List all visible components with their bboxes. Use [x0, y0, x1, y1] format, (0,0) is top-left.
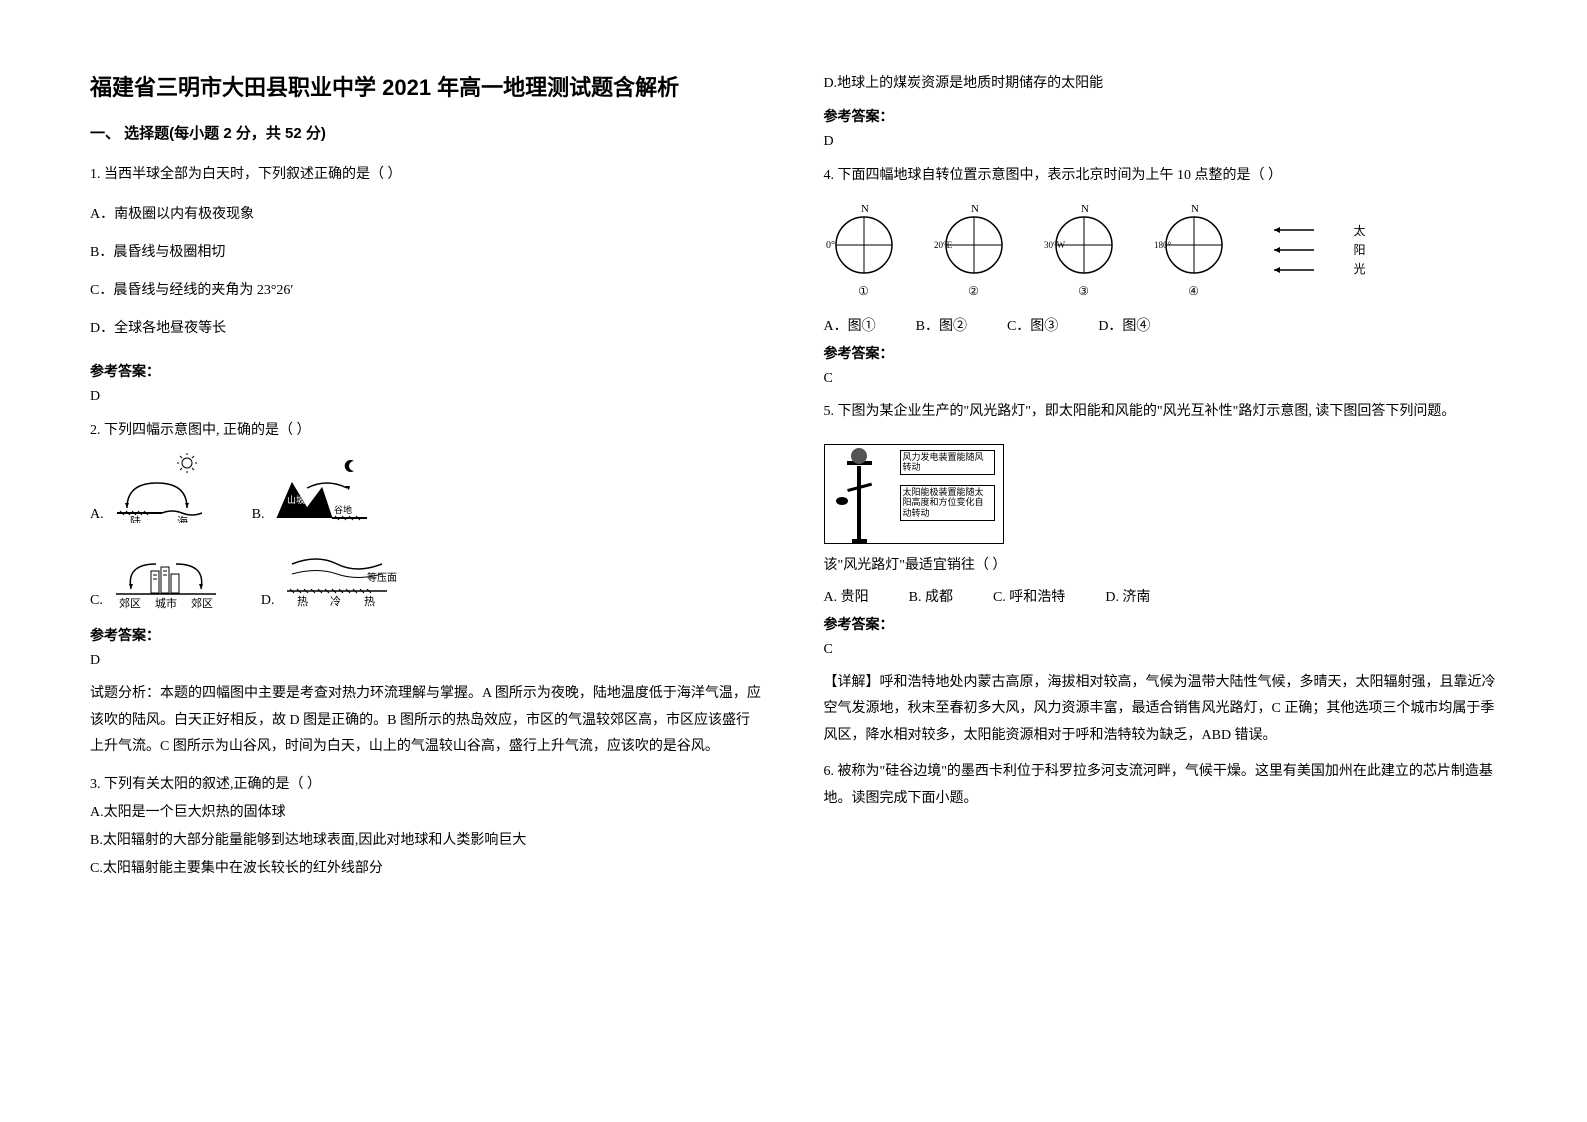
svg-text:N: N: [1081, 203, 1089, 215]
q5-text: 5. 下图为某企业生产的"风光路灯"，即太阳能和风能的"风光互补性"路灯示意图,…: [824, 399, 1498, 426]
q5-option-a: A. 贵阳: [824, 586, 869, 606]
streetlight-label-wind: 风力发电装置能随风转动: [900, 450, 995, 476]
section-header: 一、 选择题(每小题 2 分，共 52 分): [90, 122, 764, 143]
q4-option-d: D．图④: [1098, 315, 1150, 335]
q1-option-c: C．晨昏线与经线的夹角为 23°26′: [90, 277, 764, 305]
q4-globe-4: N 180° ④: [1154, 200, 1234, 299]
q2-diagram-row-2: C. 郊区 城市 郊区 D.: [90, 539, 764, 609]
q5-answer-label: 参考答案：: [824, 614, 1498, 634]
q3-option-d: D.地球上的煤炭资源是地质时期储存的太阳能: [824, 70, 1498, 98]
streetlight-icon: [827, 446, 897, 544]
diag-c-city-label: 城市: [155, 596, 177, 609]
q4-globe-3: N 30°W ③: [1044, 200, 1124, 299]
diag-a-land-label: 陆: [130, 514, 141, 523]
q2-label-b: B.: [252, 507, 265, 523]
diag-d-hot2-label: 热: [364, 595, 375, 608]
left-column: 福建省三明市大田县职业中学 2021 年高一地理测试题含解析 一、 选择题(每小…: [90, 70, 764, 1092]
q4-globe-1: N 0° ①: [824, 200, 904, 299]
svg-text:N: N: [861, 203, 869, 215]
streetlight-label-solar: 太阳能极装置能随太阳高度和方位变化自动转动: [900, 485, 995, 521]
circulation-diagram-isobar-icon: 等压面 热 冷 热: [282, 539, 402, 609]
diag-b-slope-label: 山坡: [287, 494, 305, 505]
svg-text:20°E: 20°E: [934, 240, 953, 250]
q1-option-a: A．南极圈以内有极夜现象: [90, 201, 764, 229]
sunlight-arrows-icon: [1264, 210, 1324, 290]
svg-text:N: N: [1191, 203, 1199, 215]
sun-char-1: 太: [1354, 222, 1366, 239]
globe-num-2: ②: [968, 284, 979, 299]
q2-text: 2. 下列四幅示意图中, 正确的是（ ）: [90, 417, 764, 445]
diag-d-cold-label: 冷: [330, 595, 341, 608]
q5-subq: 该"风光路灯"最适宜销往（ ）: [824, 552, 1498, 580]
q5-option-c: C. 呼和浩特: [993, 586, 1065, 606]
q3-option-b: B.太阳辐射的大部分能量能够到达地球表面,因此对地球和人类影响巨大: [90, 827, 764, 855]
q2-label-c: C.: [90, 593, 103, 609]
globe-num-1: ①: [858, 284, 869, 299]
q3-option-a: A.太阳是一个巨大炽热的固体球: [90, 799, 764, 827]
q3-option-c: C.太阳辐射能主要集中在波长较长的红外线部分: [90, 855, 764, 883]
right-column: D.地球上的煤炭资源是地质时期储存的太阳能 参考答案： D 4. 下面四幅地球自…: [824, 70, 1498, 1092]
q2-answer-label: 参考答案：: [90, 625, 764, 645]
q1-answer-label: 参考答案：: [90, 361, 764, 381]
q2-diagram-b: B. 山坡 谷地: [252, 453, 373, 523]
diag-d-isobar-label: 等压面: [367, 571, 397, 584]
q1-option-d: D．全球各地昼夜等长: [90, 315, 764, 343]
q2-diagram-a: A. 陆 海: [90, 453, 212, 523]
q4-globe-2: N 20°E ②: [934, 200, 1014, 299]
q3-text: 3. 下列有关太阳的叙述,正确的是（ ）: [90, 771, 764, 799]
diag-a-sea-label: 海: [177, 514, 188, 523]
question-1: 1. 当西半球全部为白天时，下列叙述正确的是（ ）: [90, 161, 764, 189]
q4-globe-row: N 0° ① N 20°E ② N 3: [824, 200, 1498, 299]
svg-text:180°: 180°: [1154, 240, 1172, 250]
page-title: 福建省三明市大田县职业中学 2021 年高一地理测试题含解析: [90, 70, 764, 102]
circulation-diagram-sun-icon: 陆 海: [112, 453, 212, 523]
circulation-diagram-moon-icon: 山坡 谷地: [272, 453, 372, 523]
q5-option-d: D. 济南: [1105, 586, 1150, 606]
globe-icon-2: N 20°E: [934, 200, 1014, 280]
q2-analysis: 试题分析：本题的四幅图中主要是考查对热力环流理解与掌握。A 图所示为夜晚，陆地温…: [90, 681, 764, 761]
sunlight-legend: 太 阳 光: [1354, 222, 1366, 277]
globe-num-4: ④: [1188, 284, 1199, 299]
q5-options: A. 贵阳 B. 成都 C. 呼和浩特 D. 济南: [824, 586, 1498, 606]
q4-option-a: A．图①: [824, 315, 876, 335]
streetlight-diagram: 风力发电装置能随风转动 太阳能极装置能随太阳高度和方位变化自动转动: [824, 444, 1004, 544]
q1-option-b: B．晨昏线与极圈相切: [90, 239, 764, 267]
q2-label-d: D.: [261, 593, 275, 609]
q3-answer-label: 参考答案：: [824, 106, 1498, 126]
q5-analysis: 【详解】呼和浩特地处内蒙古高原，海拔相对较高，气候为温带大陆性气候，多晴天，太阳…: [824, 670, 1498, 750]
q3-answer: D: [824, 134, 1498, 150]
q4-text: 4. 下面四幅地球自转位置示意图中，表示北京时间为上午 10 点整的是（ ）: [824, 162, 1498, 190]
globe-icon-1: N 0°: [824, 200, 904, 280]
q4-option-c: C．图③: [1007, 315, 1058, 335]
q6-text: 6. 被称为"硅谷边境"的墨西卡利位于科罗拉多河支流河畔，气候干燥。这里有美国加…: [824, 759, 1498, 812]
diag-c-suburb1-label: 郊区: [119, 597, 141, 609]
globe-num-3: ③: [1078, 284, 1089, 299]
globe-icon-3: N 30°W: [1044, 200, 1124, 280]
q2-diagram-c: C. 郊区 城市 郊区: [90, 539, 221, 609]
q5-option-b: B. 成都: [909, 586, 953, 606]
q4-answer: C: [824, 371, 1498, 387]
svg-text:0°: 0°: [826, 240, 835, 251]
q2-answer: D: [90, 653, 764, 669]
svg-text:N: N: [971, 203, 979, 215]
q5-answer: C: [824, 642, 1498, 658]
q4-option-b: B．图②: [916, 315, 967, 335]
q4-answer-label: 参考答案：: [824, 343, 1498, 363]
circulation-diagram-city-icon: 郊区 城市 郊区: [111, 539, 221, 609]
sun-char-2: 阳: [1354, 241, 1366, 258]
q2-diagram-row-1: A. 陆 海: [90, 453, 764, 523]
q2-label-a: A.: [90, 507, 104, 523]
q2-diagram-d: D. 等压面 热 冷 热: [261, 539, 403, 609]
q1-text: 1. 当西半球全部为白天时，下列叙述正确的是（ ）: [90, 161, 764, 189]
diag-c-suburb2-label: 郊区: [191, 597, 213, 609]
q1-answer: D: [90, 389, 764, 405]
svg-text:30°W: 30°W: [1044, 240, 1066, 250]
q4-options: A．图① B．图② C．图③ D．图④: [824, 315, 1498, 335]
diag-b-valley-label: 谷地: [334, 504, 352, 515]
globe-icon-4: N 180°: [1154, 200, 1234, 280]
diag-d-hot1-label: 热: [297, 595, 308, 608]
sun-char-3: 光: [1354, 260, 1366, 277]
